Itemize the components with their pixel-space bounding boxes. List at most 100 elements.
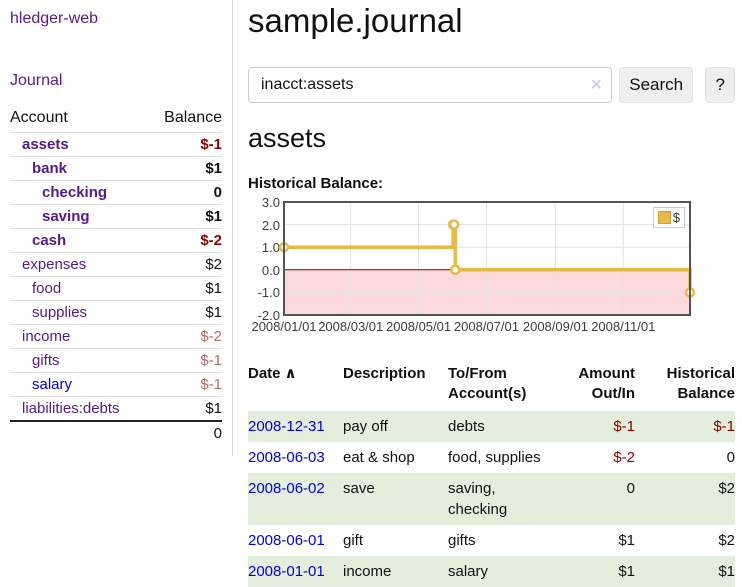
account-row: saving $1 bbox=[10, 204, 222, 229]
register-cell-description: eat & shop bbox=[343, 448, 415, 466]
register-row[interactable]: 2008-06-03 eat & shop food, supplies $-2 0 bbox=[248, 442, 735, 473]
register-cell-description: save bbox=[343, 479, 375, 497]
register-header-date[interactable]: Date ∧ bbox=[248, 365, 297, 382]
register-row[interactable]: 2008-01-01 income salary $1 $1 bbox=[248, 555, 735, 587]
accounts-header-balance: Balance bbox=[164, 109, 222, 126]
register-cell-date[interactable]: 2008-12-31 bbox=[248, 411, 343, 442]
account-balance: $-1 bbox=[148, 132, 222, 157]
account-row: bank $1 bbox=[10, 156, 222, 181]
account-link-saving[interactable]: saving bbox=[42, 208, 90, 225]
register-cell-amount: 0 bbox=[626, 479, 635, 497]
account-balance: $1 bbox=[148, 156, 222, 181]
transaction-date-link[interactable]: 2008-06-02 bbox=[248, 479, 325, 497]
x-axis-tick-label: 2008/09/01 bbox=[522, 319, 588, 334]
account-row: cash $-2 bbox=[10, 228, 222, 253]
account-link-cash[interactable]: cash bbox=[32, 232, 67, 249]
account-link-income[interactable]: income bbox=[22, 328, 71, 345]
account-link-expenses[interactable]: expenses bbox=[22, 256, 87, 273]
account-row: liabilities:debts $1 bbox=[10, 396, 222, 421]
account-row: income $-2 bbox=[10, 324, 222, 349]
account-row: food $1 bbox=[10, 276, 222, 301]
register-cell-description: gift bbox=[343, 531, 364, 549]
clear-search-icon[interactable]: ✕ bbox=[589, 77, 603, 94]
chart-heading: Historical Balance: bbox=[248, 175, 384, 192]
account-link-gifts[interactable]: gifts bbox=[32, 352, 60, 369]
account-link-food[interactable]: food bbox=[32, 280, 62, 297]
account-row: assets $-1 bbox=[10, 132, 222, 157]
search-input[interactable] bbox=[248, 67, 612, 103]
register-cell-balance: $2 bbox=[718, 479, 735, 497]
register-cell-balance: $-1 bbox=[713, 417, 735, 435]
account-balance: $-1 bbox=[148, 372, 222, 397]
account-link-checking[interactable]: checking bbox=[42, 184, 108, 201]
plot-border bbox=[283, 201, 691, 316]
register-header-amount: Amount Out/In bbox=[578, 365, 635, 403]
balance-chart: 3.0 2.0 1.0 0.0 -1.0 -2.0 $ 2008/01/01 2008/03… bbox=[248, 195, 698, 337]
register-cell-date[interactable]: 2008-06-01 bbox=[248, 525, 343, 556]
register-cell-accounts: food, supplies bbox=[448, 448, 541, 466]
account-balance: $1 bbox=[148, 396, 222, 421]
app-brand-link[interactable]: hledger-web bbox=[10, 10, 99, 27]
account-balance: $1 bbox=[148, 276, 222, 301]
x-axis-tick-label: 2008/01/01 bbox=[251, 319, 317, 334]
accounts-total-row: 0 bbox=[10, 420, 222, 445]
account-heading: assets bbox=[248, 123, 327, 153]
transaction-date-link[interactable]: 2008-01-01 bbox=[248, 562, 325, 580]
register-table: Date ∧ Description To/From Account(s) Amo… bbox=[248, 360, 735, 587]
sidebar-item-journal[interactable]: Journal bbox=[10, 72, 63, 89]
register-header-row: Date ∧ Description To/From Account(s) Amo… bbox=[248, 360, 735, 411]
sort-ascending-icon: ∧ bbox=[284, 365, 297, 382]
transaction-date-link[interactable]: 2008-06-03 bbox=[248, 448, 325, 466]
register-cell-accounts: saving, checking bbox=[448, 479, 508, 518]
account-link-salary[interactable]: salary bbox=[32, 376, 73, 393]
chart-plot-area[interactable]: $ bbox=[278, 201, 696, 316]
account-balance: 0 bbox=[148, 180, 222, 205]
register-row[interactable]: 2008-06-02 save saving, checking 0 $2 bbox=[248, 472, 735, 525]
y-axis-tick-label: 0.0 bbox=[261, 262, 280, 278]
account-link-assets[interactable]: assets bbox=[22, 136, 69, 153]
y-axis-tick-label: 2.0 bbox=[261, 217, 280, 233]
chart-point[interactable] bbox=[450, 264, 461, 276]
search-button[interactable]: Search bbox=[619, 67, 694, 103]
register-cell-date[interactable]: 2008-06-02 bbox=[248, 473, 343, 525]
page-title: sample.journal bbox=[248, 2, 463, 39]
y-axis-tick-label: -1.0 bbox=[257, 285, 280, 301]
account-link-supplies[interactable]: supplies bbox=[32, 304, 88, 321]
account-balance: $1 bbox=[148, 204, 222, 229]
account-link-liabilities-debts[interactable]: liabilities:debts bbox=[22, 400, 120, 417]
account-row: gifts $-1 bbox=[10, 348, 222, 373]
register-cell-date[interactable]: 2008-01-01 bbox=[248, 556, 343, 587]
help-button[interactable]: ? bbox=[705, 67, 735, 103]
register-cell-balance: $1 bbox=[718, 562, 735, 580]
register-cell-accounts: salary bbox=[448, 562, 489, 580]
account-row: expenses $2 bbox=[10, 252, 222, 277]
register-cell-balance: 0 bbox=[726, 448, 735, 466]
register-cell-date[interactable]: 2008-06-03 bbox=[248, 442, 343, 473]
register-cell-balance: $2 bbox=[718, 531, 735, 549]
account-balance: $-2 bbox=[148, 324, 222, 349]
account-row: supplies $1 bbox=[10, 300, 222, 325]
register-cell-description: income bbox=[343, 562, 392, 580]
register-cell-accounts: debts bbox=[448, 417, 485, 435]
register-cell-amount: $-1 bbox=[613, 417, 635, 435]
register-cell-amount: $1 bbox=[618, 531, 635, 549]
x-axis-tick-label: 2008/11/01 bbox=[591, 319, 656, 334]
register-row[interactable]: 2008-06-01 gift gifts $1 $2 bbox=[248, 525, 735, 556]
chart-point[interactable] bbox=[448, 219, 460, 230]
account-balance: $2 bbox=[148, 252, 222, 277]
transaction-date-link[interactable]: 2008-06-01 bbox=[248, 531, 325, 549]
chart-legend: $ bbox=[652, 207, 685, 228]
register-row[interactable]: 2008-12-31 pay off debts $-1 $-1 bbox=[248, 410, 735, 442]
register-header-balance: Historical Balance bbox=[666, 365, 735, 403]
transaction-date-link[interactable]: 2008-12-31 bbox=[248, 417, 325, 435]
account-link-bank[interactable]: bank bbox=[32, 160, 68, 177]
register-header-accounts: To/From Account(s) bbox=[448, 365, 527, 403]
accounts-header-account: Account bbox=[10, 109, 68, 126]
accounts-total-value: 0 bbox=[148, 420, 222, 445]
account-balance: $-2 bbox=[148, 228, 222, 253]
account-row: checking 0 bbox=[10, 180, 222, 205]
register-cell-description: pay off bbox=[343, 417, 388, 435]
register-cell-amount: $-2 bbox=[613, 448, 635, 466]
main-content: sample.journal ✕ Search ? assets Histori… bbox=[248, 0, 735, 587]
accounts-table: Account Balance assets $-1 bank $1 checking 0… bbox=[10, 106, 222, 445]
